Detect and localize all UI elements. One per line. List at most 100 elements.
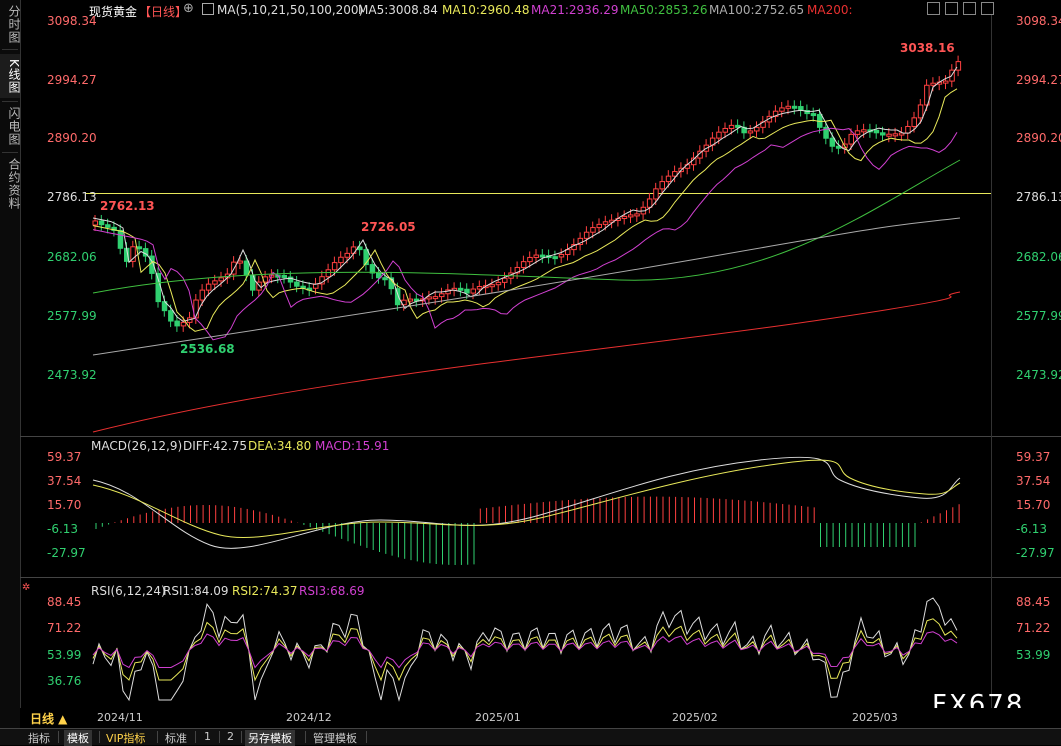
candle-body [898,132,905,136]
low-annotation: 2536.68 [180,342,235,356]
sidebar-item-kline[interactable]: K线图 [0,54,21,98]
settings-icon[interactable]: ⊕ [183,1,194,16]
candle-body [848,133,854,145]
tab-templates[interactable]: 模板 [64,730,92,746]
candle-body [331,262,338,271]
tab-indicators[interactable]: 指标 [28,732,50,745]
macd-dea: DEA:34.80 [248,439,312,453]
maximize-icon[interactable] [981,2,994,15]
sidebar-divider [2,49,18,50]
crosshair-icon[interactable] [927,2,940,15]
axis-label-left: 2682.06 [47,250,97,264]
candle-body [426,296,432,300]
candle-body [92,220,98,226]
sidebar-item-timeshare[interactable]: 分时图 [7,4,21,44]
candle-body [943,80,949,84]
candle-body [394,288,401,306]
candle-body [363,249,369,266]
toolbar-divider [99,731,100,743]
candle-body [495,281,502,286]
toolbar-divider [58,731,59,743]
manage-templates-button[interactable]: 管理模板 [313,732,357,745]
candle-body [917,104,924,119]
macd-axis-label: -6.13 [47,522,79,536]
candle-body [344,252,350,258]
candle-body [596,223,602,229]
candle-body [533,254,539,258]
candle-body [130,246,136,262]
dea-line [92,459,961,538]
candle-body [464,288,470,294]
candle-body [659,181,665,190]
ma50-line [92,159,961,294]
axis-label-right: 3098.34 [1016,14,1061,28]
candle-body [350,246,357,254]
ma21-line [92,127,958,341]
candle-body [735,124,741,128]
date-axis: 日线 ▲ 2024/11 2024/12 2025/01 2025/02 202… [20,708,1061,728]
candle-body [382,277,388,281]
axis-label-right: 2473.92 [1016,368,1061,382]
tab-1[interactable]: 1 [204,730,211,743]
ma5-line [92,66,958,322]
ma-params: MA(5,10,21,50,100,200) [217,3,364,17]
candle-body [98,220,105,226]
candle-body [590,227,596,233]
candle-body [205,283,212,291]
candle-body [930,82,936,86]
tab-standard[interactable]: 标准 [165,732,187,745]
kline-chart[interactable] [20,0,1061,708]
candle-body [810,113,817,117]
candle-body [621,215,628,219]
candle-body [823,126,829,139]
candle-body [747,130,754,134]
candle-body [924,84,930,106]
mid-high-annotation: 2726.05 [361,220,416,234]
indicator-toggle-icon[interactable] [202,3,214,15]
zoom-in-icon[interactable] [945,2,958,15]
rsi-marker-icon[interactable]: ✲ [22,582,31,593]
candle-body [880,132,886,136]
candle-body [861,129,867,133]
candle-body [514,266,521,274]
candle-body [476,286,483,290]
save-template-button[interactable]: 另存模板 [245,730,295,746]
date-axis-label: 2025/01 [475,711,521,724]
tab-vip-indicators[interactable]: VIP指标 [106,732,146,745]
axis-label-left: 2994.27 [47,73,97,87]
toolbar-divider [219,731,220,743]
chart-area[interactable]: 现货黄金 【日线】 ⊕ MA(5,10,21,50,100,200) MA5:3… [20,0,1061,720]
tab-2[interactable]: 2 [227,730,234,743]
sidebar-divider [2,101,18,102]
candle-body [457,287,464,291]
candle-body [634,213,640,217]
candle-body [155,272,161,303]
zoom-out-icon[interactable] [963,2,976,15]
candle-body [281,274,287,278]
candle-body [886,133,892,137]
candle-body [520,261,527,268]
sidebar-divider [2,152,18,153]
rsi-axis-label: 88.45 [1016,595,1051,609]
rsi1-value: RSI1:84.09 [163,584,229,598]
rsi-params: RSI(6,12,24) [91,584,166,598]
macd-diff: DIFF:42.75 [183,439,248,453]
period-selector-button[interactable]: 日线 ▲ [30,712,68,726]
candle-body [646,198,653,208]
candle-body [552,256,558,260]
rsi-axis-label: 71.22 [1016,621,1051,635]
sidebar-item-flash[interactable]: 闪电图 [7,106,21,146]
diff-line [92,456,961,549]
toolbar-divider [157,731,158,743]
macd-value: MACD:15.91 [315,439,390,453]
candle-body [256,281,262,291]
candle-body [854,130,861,135]
ma200-value: MA200: [807,3,853,17]
candle-body [193,299,199,319]
date-axis-label: 2025/03 [852,711,898,724]
candle-body [489,284,495,288]
rsi3-value: RSI3:68.69 [299,584,365,598]
candle-body [728,124,735,129]
sidebar-item-contract-info[interactable]: 合约资料 [7,158,21,210]
candle-body [829,137,836,147]
